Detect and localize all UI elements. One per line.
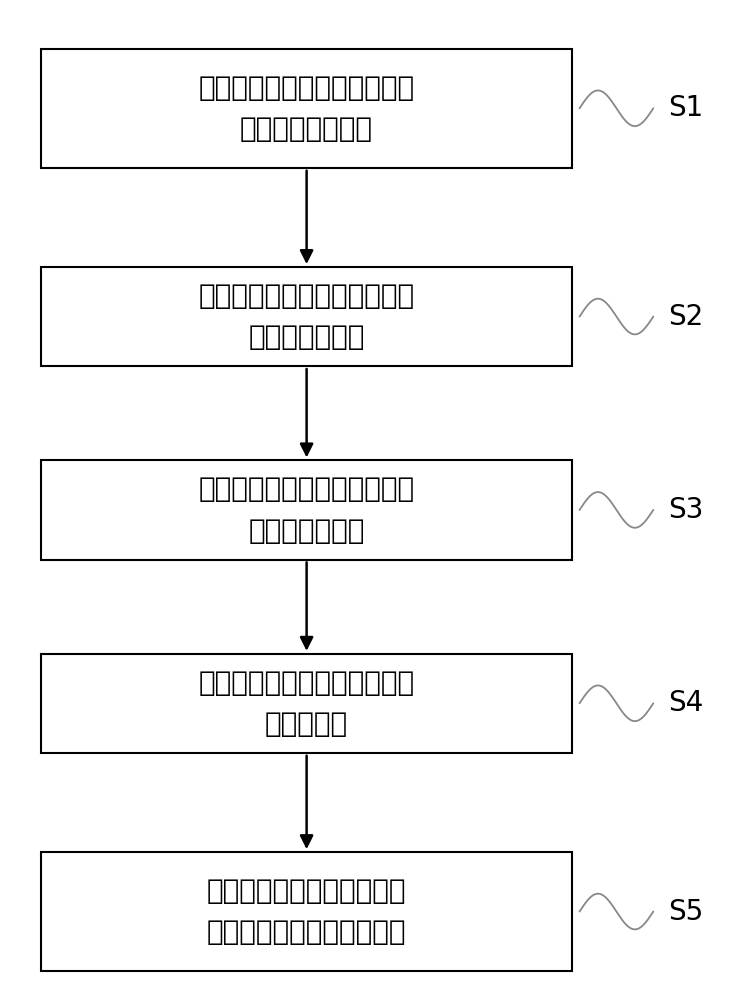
FancyBboxPatch shape: [41, 654, 572, 753]
Text: S1: S1: [668, 94, 703, 122]
FancyBboxPatch shape: [41, 852, 572, 971]
Text: 第二部分与第一部分混合形成
混合燃料流: 第二部分与第一部分混合形成 混合燃料流: [198, 669, 415, 738]
Text: S3: S3: [668, 496, 703, 524]
Text: 将燃料的剩余部分作为第二部
分提供至汽化器: 将燃料的剩余部分作为第二部 分提供至汽化器: [198, 475, 415, 545]
Text: 燃料的第一部分在围绕汽化器
的旁路流中分流: 燃料的第一部分在围绕汽化器 的旁路流中分流: [198, 282, 415, 351]
FancyBboxPatch shape: [41, 49, 572, 168]
FancyBboxPatch shape: [41, 267, 572, 366]
Text: S4: S4: [668, 689, 703, 717]
Text: S5: S5: [668, 898, 703, 926]
FancyBboxPatch shape: [41, 460, 572, 560]
Text: 然后将混合燃料流提供至车
辆，用于通过分配系统加注: 然后将混合燃料流提供至车 辆，用于通过分配系统加注: [207, 877, 407, 946]
Text: S2: S2: [668, 303, 703, 331]
Text: 燃料在足以实现期望的流速的
压力下提供至车辆: 燃料在足以实现期望的流速的 压力下提供至车辆: [198, 74, 415, 143]
